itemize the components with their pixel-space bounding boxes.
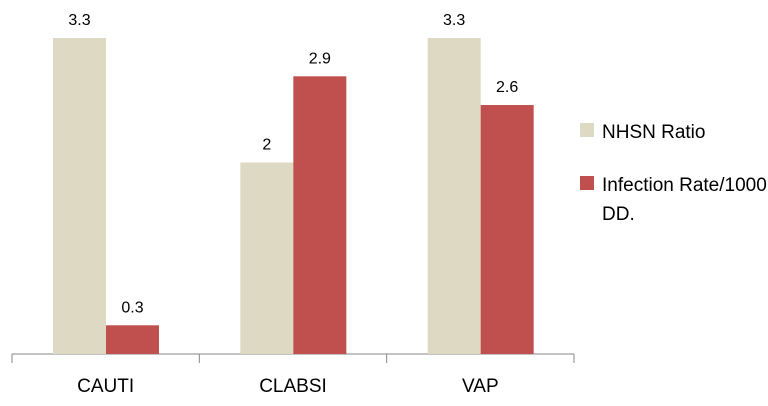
legend-swatch-infection-rate bbox=[580, 176, 594, 190]
labels-layer: CAUTI CLABSI VAP 3.3 2 3.3 0.3 2.9 2.6 bbox=[68, 12, 518, 397]
x-tick-label: VAP bbox=[462, 376, 499, 397]
legend-label-nhsn-ratio: NHSN Ratio bbox=[602, 122, 706, 143]
bar bbox=[106, 325, 159, 354]
bars-layer bbox=[53, 38, 534, 354]
bar bbox=[53, 38, 106, 354]
legend-item-infection-rate: Infection Rate/1000 DD. bbox=[580, 171, 768, 229]
data-label: 2.9 bbox=[309, 50, 331, 67]
bar bbox=[293, 76, 347, 354]
x-tick-label: CLABSI bbox=[259, 376, 327, 397]
x-tick-label: CAUTI bbox=[77, 376, 134, 397]
data-label: 2.6 bbox=[496, 79, 518, 96]
data-label: 3.3 bbox=[443, 12, 465, 29]
bar bbox=[240, 162, 294, 354]
data-label: 3.3 bbox=[68, 12, 90, 29]
legend-swatch-nhsn-ratio bbox=[580, 123, 594, 137]
data-label: 0.3 bbox=[121, 299, 143, 316]
legend-item-nhsn-ratio: NHSN Ratio bbox=[580, 118, 768, 147]
data-label: 2 bbox=[262, 136, 271, 153]
axis-layer bbox=[11, 353, 575, 363]
bar bbox=[480, 105, 534, 354]
legend-label-infection-rate: Infection Rate/1000 DD. bbox=[602, 175, 767, 225]
legend: NHSN Ratio Infection Rate/1000 DD. bbox=[580, 118, 768, 253]
bar bbox=[427, 38, 481, 354]
